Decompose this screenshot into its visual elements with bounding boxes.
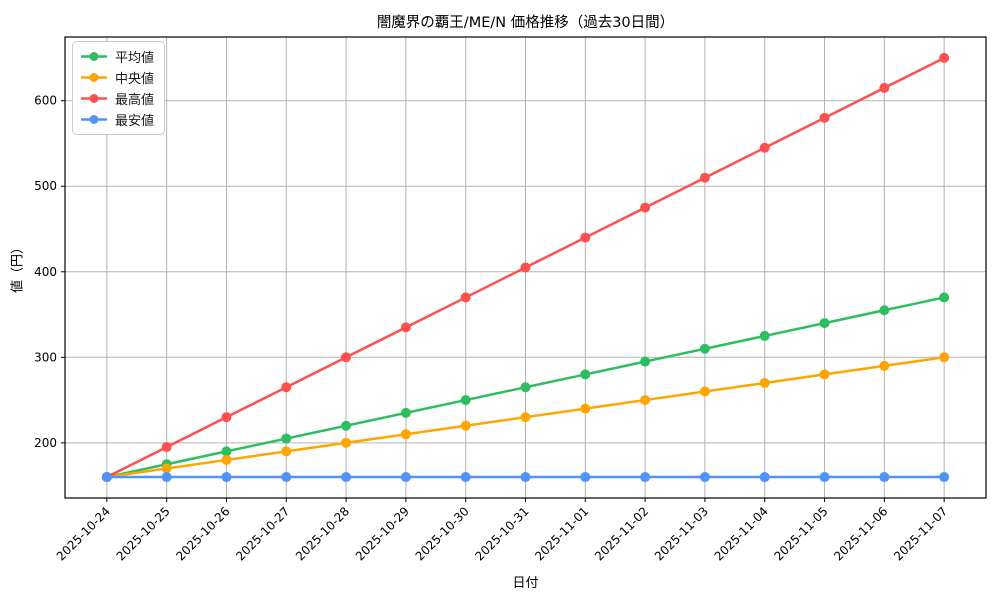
y-tick-label: 500 <box>34 179 57 193</box>
legend-marker-median-icon <box>81 73 107 82</box>
data-point-average <box>879 305 890 316</box>
data-point-max <box>520 262 531 273</box>
legend-item-min: 最安値 <box>81 111 155 129</box>
data-point-median <box>580 403 591 414</box>
data-point-average <box>281 433 292 444</box>
data-point-max <box>819 112 830 123</box>
data-point-max <box>281 382 292 393</box>
data-point-average <box>640 356 651 367</box>
x-tick-label: 2025-11-04 <box>712 504 771 563</box>
x-tick-label: 2025-11-01 <box>532 504 591 563</box>
x-tick-label: 2025-11-05 <box>771 504 830 563</box>
data-point-max <box>400 322 411 333</box>
data-point-min <box>281 472 292 483</box>
data-point-max <box>580 232 591 243</box>
data-point-min <box>580 472 591 483</box>
x-tick-label: 2025-10-30 <box>413 504 472 563</box>
data-point-min <box>221 472 232 483</box>
data-point-min <box>341 472 352 483</box>
y-tick-label: 400 <box>34 265 57 279</box>
legend-label-min: 最安値 <box>115 114 155 129</box>
x-tick-label: 2025-10-28 <box>293 504 352 563</box>
data-point-min <box>520 472 531 483</box>
data-point-min <box>939 472 950 483</box>
data-point-average <box>699 343 710 354</box>
data-point-average <box>819 318 830 329</box>
y-tick-label: 200 <box>34 436 57 450</box>
x-axis-label: 日付 <box>512 576 539 591</box>
data-point-min <box>400 472 411 483</box>
data-point-median <box>819 369 830 380</box>
data-point-median <box>281 446 292 457</box>
data-point-median <box>939 352 950 363</box>
data-point-max <box>640 202 651 213</box>
x-tick-label: 2025-11-03 <box>652 504 711 563</box>
data-point-median <box>341 437 352 448</box>
legend-marker-average-icon <box>81 52 107 61</box>
data-point-average <box>221 446 232 457</box>
x-tick-label: 2025-10-25 <box>114 504 173 563</box>
data-point-max <box>699 172 710 183</box>
legend-label-average: 平均値 <box>115 51 155 66</box>
data-point-average <box>400 407 411 418</box>
data-point-min <box>161 472 172 483</box>
data-point-median <box>460 420 471 431</box>
data-point-max <box>879 82 890 93</box>
legend: 平均値 中央値 最高値 最安値 <box>72 41 166 135</box>
x-tick-label: 2025-11-07 <box>891 504 950 563</box>
data-point-median <box>520 412 531 423</box>
data-point-median <box>400 429 411 440</box>
data-point-average <box>580 369 591 380</box>
x-tick-label: 2025-10-29 <box>353 504 412 563</box>
data-point-min <box>759 472 770 483</box>
legend-item-average: 平均値 <box>81 48 155 66</box>
data-point-median <box>161 463 172 474</box>
data-point-max <box>460 292 471 303</box>
data-point-max <box>221 412 232 423</box>
data-point-average <box>759 330 770 341</box>
data-point-min <box>879 472 890 483</box>
data-point-max <box>939 52 950 63</box>
x-tick-label: 2025-11-02 <box>592 504 651 563</box>
legend-marker-min-icon <box>81 115 107 124</box>
data-point-average <box>341 420 352 431</box>
data-point-max <box>161 442 172 453</box>
data-point-average <box>939 292 950 303</box>
legend-label-max: 最高値 <box>115 93 155 108</box>
legend-marker-max-icon <box>81 94 107 103</box>
legend-label-median: 中央値 <box>115 72 155 87</box>
y-axis-label: 値（円） <box>10 240 26 294</box>
data-point-average <box>460 395 471 406</box>
data-point-max <box>759 142 770 153</box>
data-point-min <box>460 472 471 483</box>
x-tick-label: 2025-10-31 <box>472 504 531 563</box>
data-point-min <box>819 472 830 483</box>
x-tick-label: 2025-10-27 <box>233 504 292 563</box>
data-point-median <box>640 395 651 406</box>
x-tick-label: 2025-10-26 <box>173 504 232 563</box>
data-point-median <box>699 386 710 397</box>
data-point-median <box>759 377 770 388</box>
chart-title: 闇魔界の覇王/ME/N 価格推移（過去30日間） <box>376 15 675 31</box>
y-tick-label: 600 <box>34 94 57 108</box>
data-point-average <box>520 382 531 393</box>
y-tick-label: 300 <box>34 350 57 364</box>
data-point-min <box>640 472 651 483</box>
data-point-min <box>101 472 112 483</box>
legend-item-median: 中央値 <box>81 69 155 87</box>
x-tick-label: 2025-10-24 <box>54 504 113 563</box>
x-tick-label: 2025-11-06 <box>831 504 890 563</box>
data-point-median <box>879 360 890 371</box>
data-point-max <box>341 352 352 363</box>
legend-item-max: 最高値 <box>81 90 155 108</box>
data-point-min <box>699 472 710 483</box>
data-point-median <box>221 454 232 465</box>
